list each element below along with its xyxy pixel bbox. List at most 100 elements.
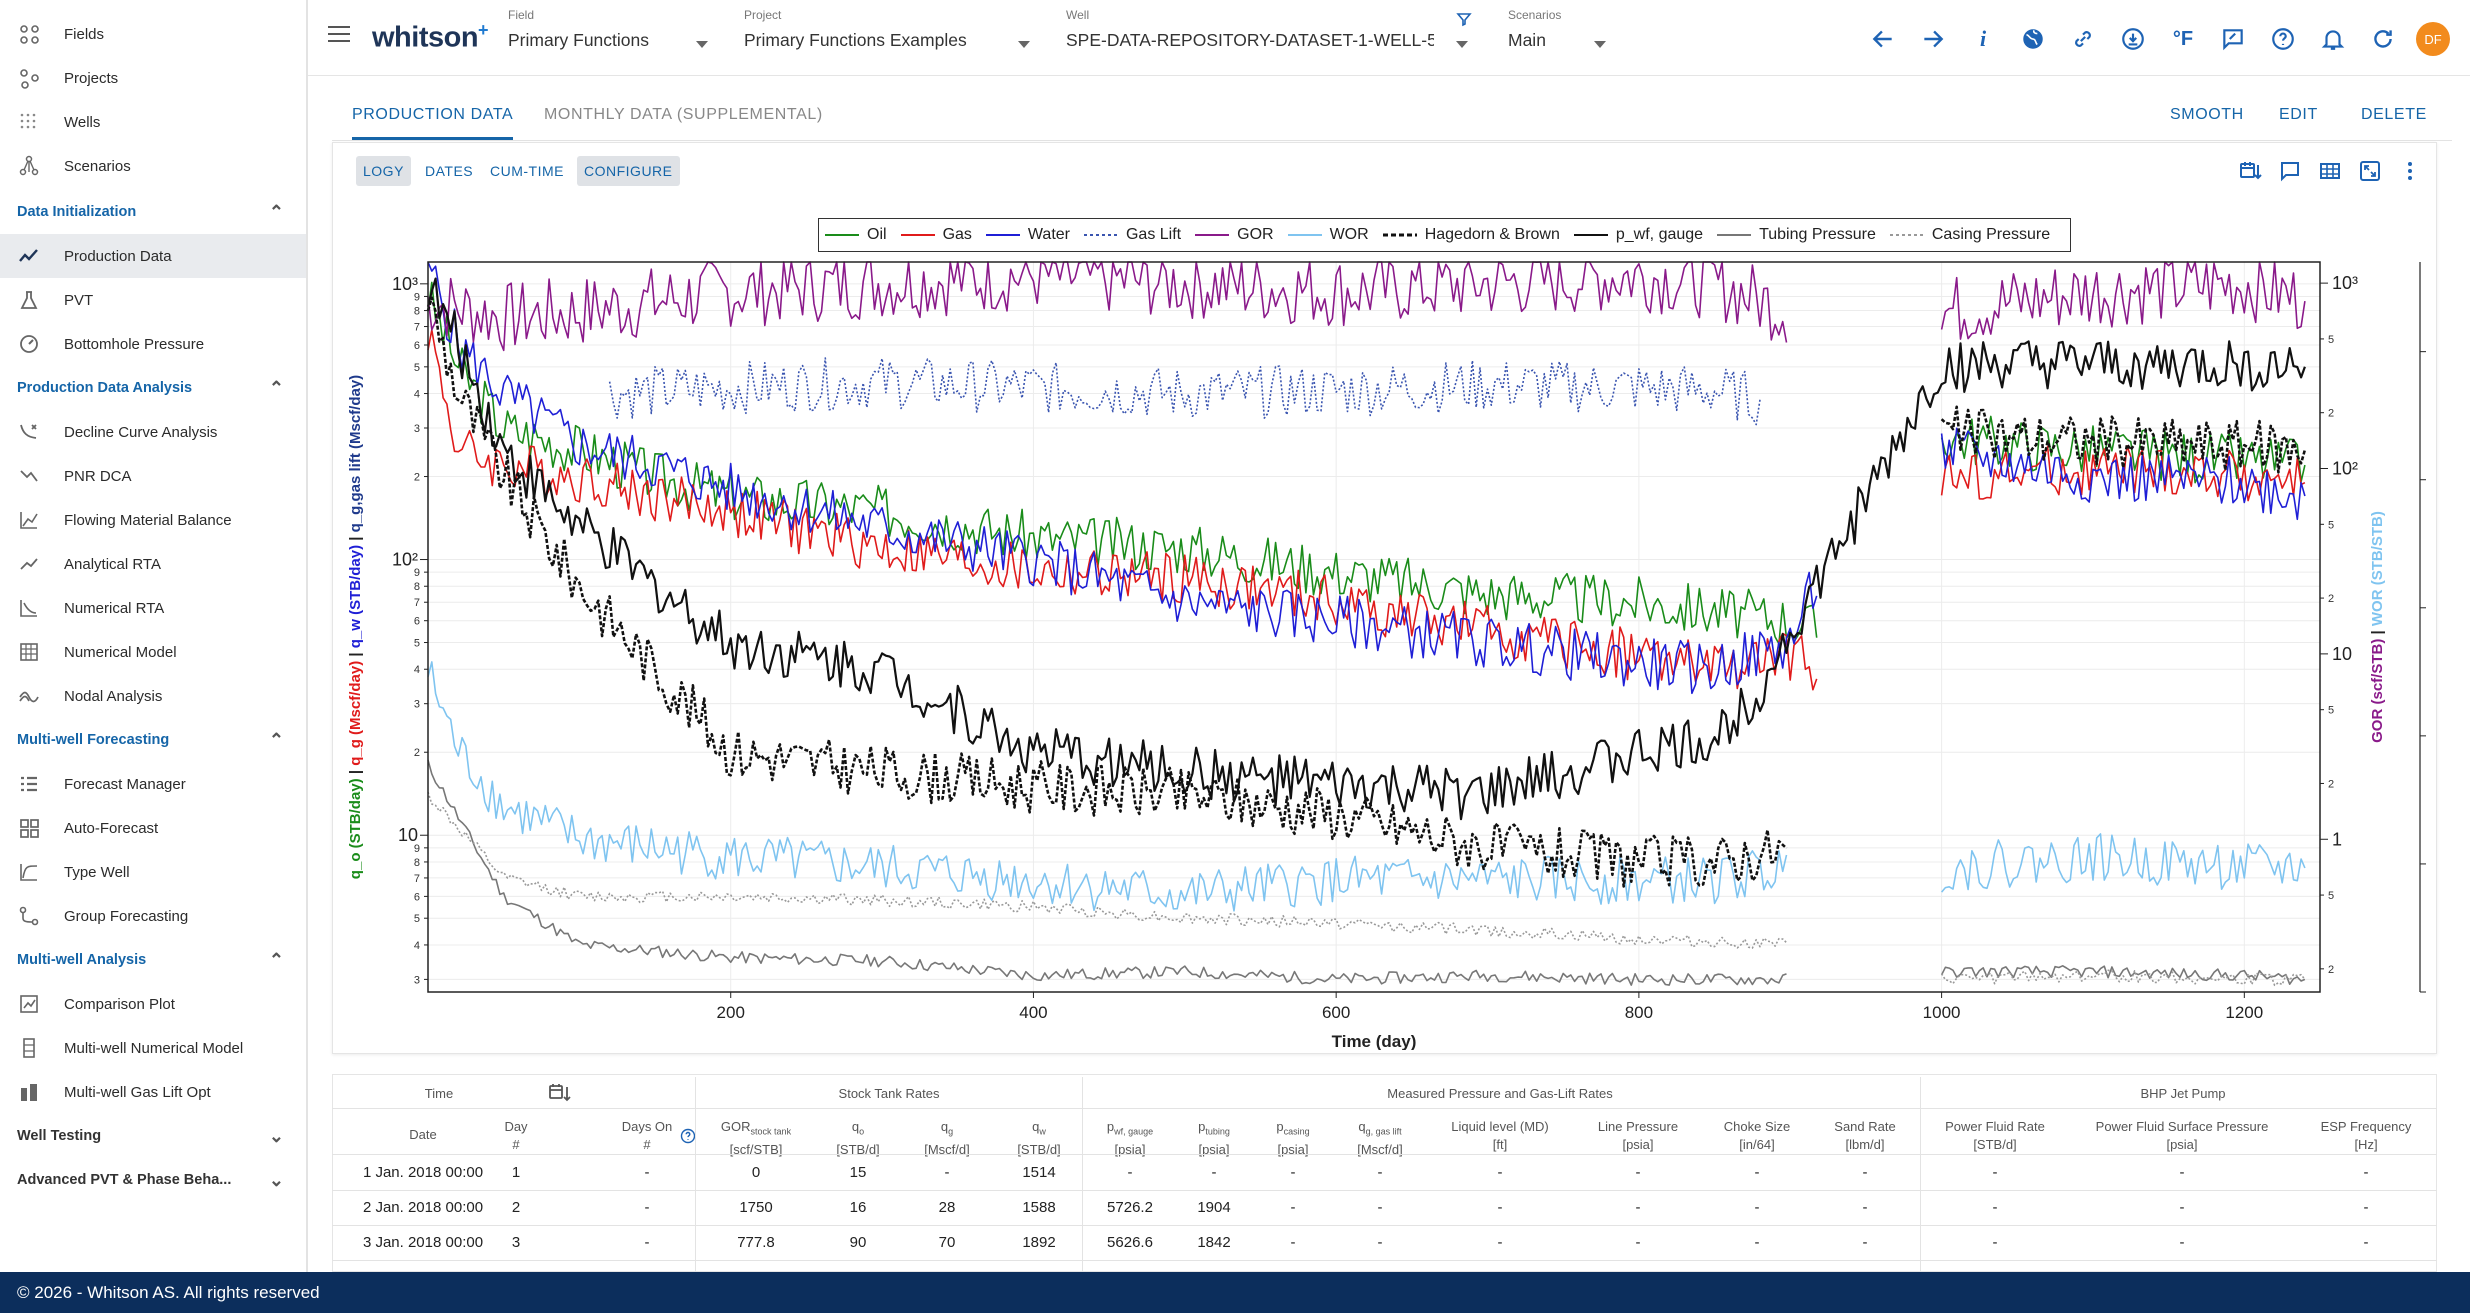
scenario-select[interactable]: Scenarios Main [1508, 8, 1606, 64]
fit-icon[interactable] [2350, 156, 2390, 186]
column-header[interactable]: GORstock tank [scf/STB] [720, 1119, 792, 1157]
column-header[interactable]: Power Fluid Surface Pressure [psia] [2095, 1119, 2269, 1152]
column-header[interactable]: ptubing [psia] [1198, 1119, 1230, 1157]
bell-icon[interactable] [2308, 22, 2358, 56]
table-cell: - [2363, 1234, 2369, 1251]
sidebar-item-bottomhole-pressure[interactable]: Bottomhole Pressure [0, 322, 306, 366]
y-minor-tick-label: 8 [414, 857, 420, 869]
pnr-dca-icon [14, 463, 44, 489]
download-icon[interactable] [2108, 22, 2158, 56]
legend-item[interactable]: WOR [1287, 226, 1369, 244]
tab-production-data[interactable]: PRODUCTION DATA [352, 90, 514, 140]
production-chart[interactable]: 200 400 600 800 1000 1200 Time (day) 10 10² 10³ 3 4… [340, 250, 2430, 1050]
table-icon[interactable] [2310, 156, 2350, 186]
column-header[interactable]: Power Fluid Rate [STB/d] [1945, 1119, 2045, 1152]
forward-icon[interactable] [1908, 22, 1958, 56]
sidebar-item-flowing-material-balance[interactable]: Flowing Material Balance [0, 498, 306, 542]
column-header[interactable]: pcasing [psia] [1276, 1119, 1310, 1157]
info-icon[interactable]: i [1979, 26, 1987, 51]
back-icon[interactable] [1858, 22, 1908, 56]
refresh-icon[interactable] [2358, 22, 2408, 56]
legend-item[interactable]: Gas Lift [1083, 226, 1181, 244]
help-icon[interactable] [680, 1128, 696, 1144]
column-header[interactable]: Date [409, 1127, 437, 1142]
sidebar-section-5[interactable]: Advanced PVT & Phase Beha... ⌄ [0, 1160, 306, 1200]
column-header[interactable]: Days On # [621, 1119, 673, 1152]
logy-button[interactable]: LOGY [356, 156, 411, 186]
sidebar-item-multi-well-gas-lift-opt[interactable]: Multi-well Gas Lift Opt [0, 1070, 306, 1114]
forecast-manager-icon [14, 771, 44, 797]
column-header[interactable]: qg [Mscf/d] [924, 1119, 970, 1157]
filter-icon[interactable] [1456, 11, 1472, 27]
sidebar-item-analytical-rta[interactable]: Analytical RTA [0, 542, 306, 586]
legend-item[interactable]: Oil [825, 226, 887, 244]
legend-item[interactable]: p_wf, gauge [1573, 226, 1703, 244]
sidebar-section-3[interactable]: Multi-well Analysis ⌃ [0, 940, 306, 980]
delete-button[interactable]: DELETE [2361, 106, 2427, 123]
legend-item[interactable]: Gas [900, 226, 972, 244]
sidebar-item-auto-forecast[interactable]: Auto-Forecast [0, 806, 306, 850]
date-sort-icon[interactable] [2230, 156, 2270, 186]
sidebar-item-multi-well-numerical-model[interactable]: Multi-well Numerical Model [0, 1026, 306, 1070]
column-header[interactable]: Liquid level (MD) [ft] [1451, 1119, 1549, 1152]
legend-item[interactable]: Hagedorn & Brown [1382, 226, 1560, 244]
sidebar-item-comparison-plot[interactable]: Comparison Plot [0, 982, 306, 1026]
feedback-icon[interactable] [2208, 22, 2258, 56]
well-select[interactable]: Well SPE-DATA-REPOSITORY-DATASET-1-WELL-… [1066, 8, 1472, 64]
sidebar-item-group-forecasting[interactable]: Group Forecasting [0, 894, 306, 938]
sidebar-item-nodal-analysis[interactable]: Nodal Analysis [0, 674, 306, 718]
column-header[interactable]: qo [STB/d] [836, 1119, 880, 1157]
column-header[interactable]: Day # [504, 1119, 528, 1152]
sidebar-section-4[interactable]: Well Testing ⌄ [0, 1116, 306, 1156]
field-select[interactable]: Field Primary Functions [508, 8, 708, 64]
sidebar-item-label: Nodal Analysis [64, 687, 163, 705]
sidebar-item-pvt[interactable]: PVT [0, 278, 306, 322]
sidebar-item-numerical-rta[interactable]: Numerical RTA [0, 586, 306, 630]
date-sort-icon[interactable] [549, 1084, 573, 1104]
sidebar-item-label: Bottomhole Pressure [64, 335, 205, 353]
project-select[interactable]: Project Primary Functions Examples [744, 8, 1030, 64]
more-vert-icon[interactable] [2390, 156, 2430, 186]
sidebar-item-wells[interactable]: Wells [0, 100, 306, 144]
legend-item[interactable]: GOR [1195, 226, 1274, 244]
dates-button[interactable]: DATES [425, 163, 474, 179]
sidebar-item-forecast-manager[interactable]: Forecast Manager [0, 762, 306, 806]
comment-icon[interactable] [2270, 156, 2310, 186]
configure-button[interactable]: CONFIGURE [577, 156, 680, 186]
sidebar-section-title: Multi-well Forecasting [17, 732, 170, 748]
column-header[interactable]: Choke Size [in/64] [1723, 1119, 1791, 1152]
smooth-button[interactable]: SMOOTH [2170, 106, 2244, 123]
cum-time-button[interactable]: CUM-TIME [490, 163, 564, 179]
column-header[interactable]: qw [STB/d] [1017, 1119, 1061, 1157]
table-cell: - [1290, 1199, 1296, 1216]
edit-button[interactable]: EDIT [2279, 106, 2318, 123]
sidebar-item-type-well[interactable]: Type Well [0, 850, 306, 894]
sidebar-section-1[interactable]: Production Data Analysis ⌃ [0, 368, 306, 408]
column-header[interactable]: qg, gas lift [Mscf/d] [1357, 1119, 1403, 1157]
legend-item[interactable]: Tubing Pressure [1717, 226, 1876, 244]
brand-logo[interactable]: whitson+ [372, 20, 489, 54]
column-header[interactable]: Sand Rate [lbm/d] [1834, 1119, 1896, 1152]
fahrenheit-icon[interactable]: °F [2172, 27, 2194, 50]
y-minor-tick-label: 9 [414, 567, 420, 579]
help-icon[interactable] [2258, 22, 2308, 56]
avatar[interactable]: DF [2416, 22, 2450, 56]
sidebar-item-pnr-dca[interactable]: PNR DCA [0, 454, 306, 498]
sidebar-item-scenarios[interactable]: Scenarios [0, 144, 306, 188]
sidebar-item-projects[interactable]: Projects [0, 56, 306, 100]
legend-item[interactable]: Casing Pressure [1889, 226, 2050, 244]
menu-icon[interactable] [328, 26, 350, 44]
sidebar-section-0[interactable]: Data Initialization ⌃ [0, 192, 306, 232]
column-header[interactable]: ESP Frequency [Hz] [2320, 1119, 2412, 1152]
link-icon[interactable] [2058, 22, 2108, 56]
sidebar-item-decline-curve-analysis[interactable]: Decline Curve Analysis [0, 410, 306, 454]
legend-item[interactable]: Water [985, 226, 1070, 244]
column-header[interactable]: Line Pressure [psia] [1597, 1119, 1679, 1152]
sidebar-item-fields[interactable]: Fields [0, 12, 306, 56]
sidebar-section-2[interactable]: Multi-well Forecasting ⌃ [0, 720, 306, 760]
sidebar-item-numerical-model[interactable]: Numerical Model [0, 630, 306, 674]
sidebar-item-production-data[interactable]: Production Data [0, 234, 306, 278]
column-header[interactable]: pwf, gauge [psia] [1106, 1119, 1154, 1157]
tab-monthly-data[interactable]: MONTHLY DATA (SUPPLEMENTAL) [544, 106, 823, 123]
globe-icon[interactable] [2008, 22, 2058, 56]
